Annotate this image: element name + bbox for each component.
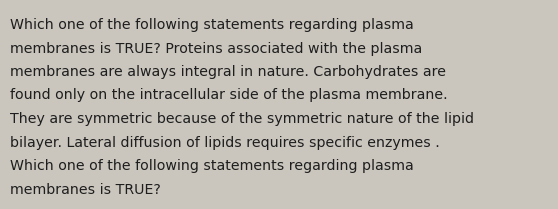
Text: membranes are always integral in nature. Carbohydrates are: membranes are always integral in nature.… xyxy=(10,65,446,79)
Text: Which one of the following statements regarding plasma: Which one of the following statements re… xyxy=(10,18,413,32)
Text: Which one of the following statements regarding plasma: Which one of the following statements re… xyxy=(10,159,413,173)
Text: membranes is TRUE? Proteins associated with the plasma: membranes is TRUE? Proteins associated w… xyxy=(10,42,422,56)
Text: They are symmetric because of the symmetric nature of the lipid: They are symmetric because of the symmet… xyxy=(10,112,474,126)
Text: found only on the intracellular side of the plasma membrane.: found only on the intracellular side of … xyxy=(10,88,448,102)
Text: bilayer. Lateral diffusion of lipids requires specific enzymes .: bilayer. Lateral diffusion of lipids req… xyxy=(10,135,440,149)
Text: membranes is TRUE?: membranes is TRUE? xyxy=(10,182,161,196)
